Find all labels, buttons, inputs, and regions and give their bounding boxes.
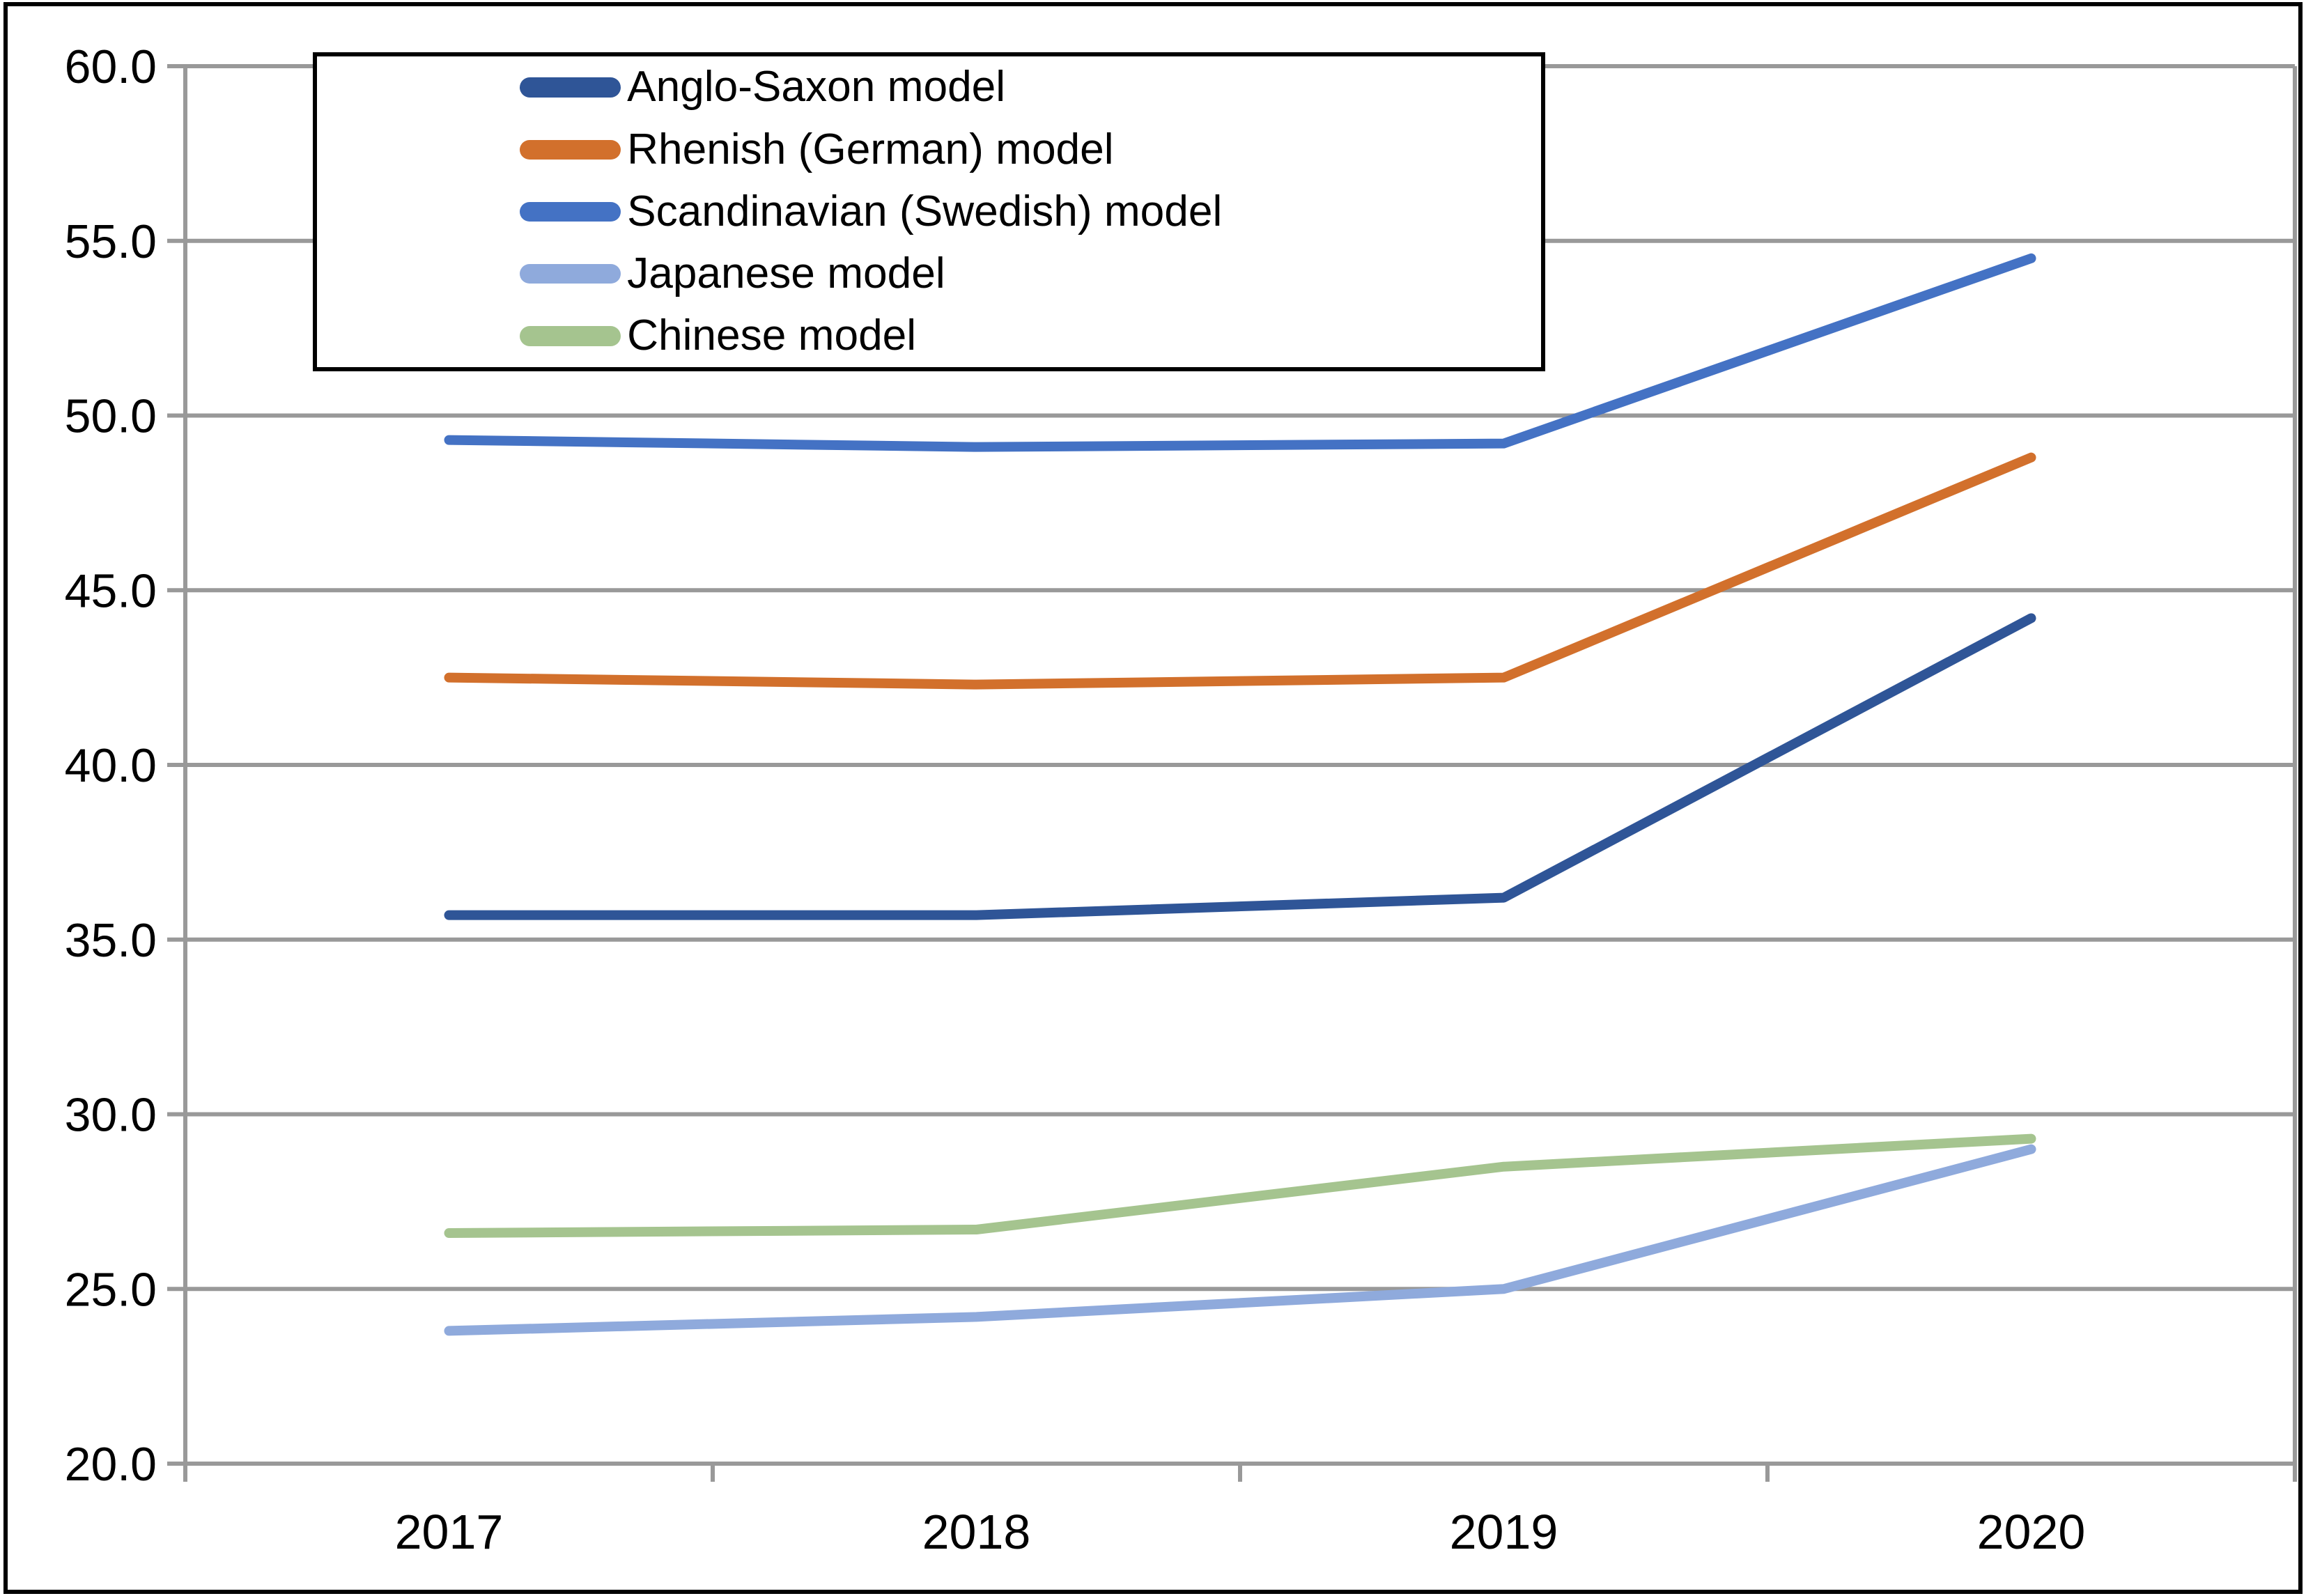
y-tick-label: 45.0: [65, 564, 157, 617]
legend: Anglo-Saxon model Rhenish (German) model…: [312, 52, 1546, 372]
y-tick-label: 40.0: [65, 739, 157, 792]
legend-swatch-japanese: [519, 264, 621, 284]
series-line-0: [444, 613, 2036, 920]
series-line-1: [444, 452, 2036, 690]
legend-label-japanese: Japanese model: [627, 249, 945, 298]
legend-item-anglo-saxon: Anglo-Saxon model: [317, 56, 1541, 118]
y-tick-label: 20.0: [65, 1438, 157, 1491]
y-tick-label: 50.0: [65, 390, 157, 443]
x-tick-label: 2020: [1977, 1505, 2086, 1559]
series-line-2: [444, 253, 2036, 452]
legend-label-rhenish: Rhenish (German) model: [627, 125, 1114, 173]
series-line-4: [444, 1133, 2036, 1239]
x-tick-label: 2018: [922, 1505, 1031, 1559]
y-tick-label: 55.0: [65, 215, 157, 268]
x-tick-label: 2017: [395, 1505, 504, 1559]
y-tick-label: 35.0: [65, 914, 157, 967]
legend-swatch-rhenish: [519, 139, 621, 160]
legend-item-scandinavian: Scandinavian (Swedish) model: [317, 180, 1541, 242]
legend-label-scandinavian: Scandinavian (Swedish) model: [627, 187, 1223, 235]
legend-label-chinese: Chinese model: [627, 311, 917, 360]
series-line-3: [444, 1144, 2036, 1336]
x-tick-label: 2019: [1450, 1505, 1558, 1559]
legend-item-japanese: Japanese model: [317, 243, 1541, 305]
legend-swatch-scandinavian: [519, 201, 621, 222]
y-tick-label: 25.0: [65, 1263, 157, 1316]
legend-item-rhenish: Rhenish (German) model: [317, 118, 1541, 180]
legend-swatch-anglo-saxon: [519, 77, 621, 98]
y-tick-label: 60.0: [65, 40, 157, 93]
legend-label-anglo-saxon: Anglo-Saxon model: [627, 63, 1006, 111]
legend-swatch-chinese: [519, 326, 621, 346]
legend-item-chinese: Chinese model: [317, 305, 1541, 367]
y-tick-label: 30.0: [65, 1089, 157, 1142]
